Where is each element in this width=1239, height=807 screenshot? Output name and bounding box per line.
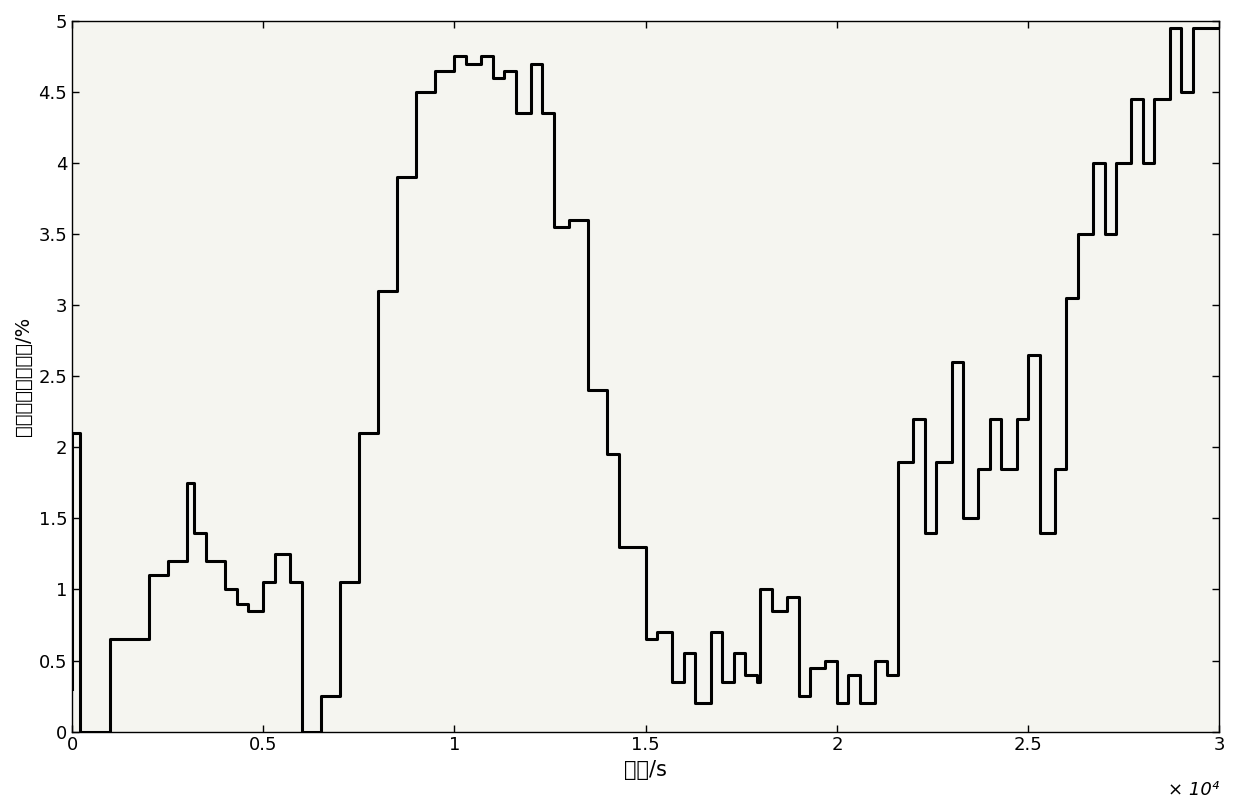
Text: × 10⁴: × 10⁴ <box>1168 781 1219 800</box>
X-axis label: 时间/s: 时间/s <box>624 760 667 780</box>
Y-axis label: 容量的百分比误差/%: 容量的百分比误差/% <box>14 316 33 436</box>
